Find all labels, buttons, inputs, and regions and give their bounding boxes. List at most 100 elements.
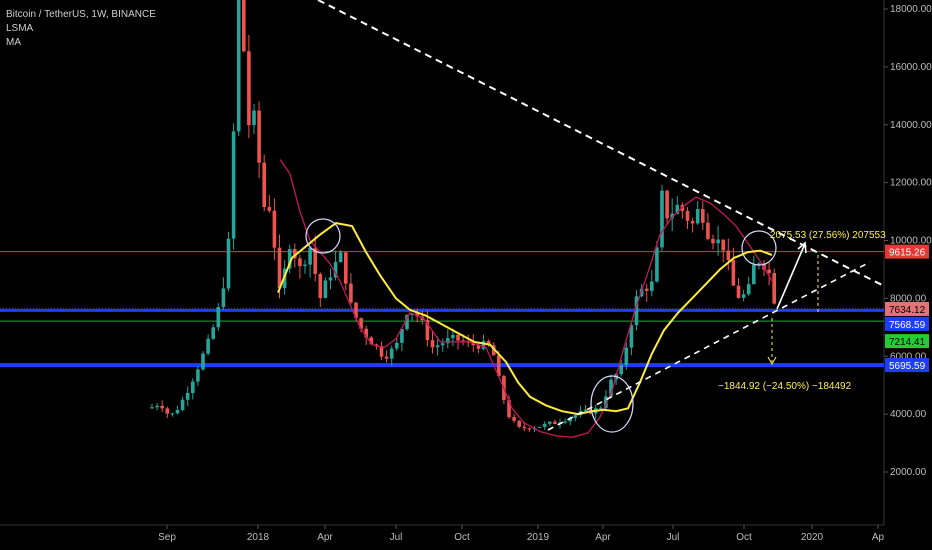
candle-body	[599, 407, 603, 409]
candle-body	[619, 365, 623, 374]
candle-body	[170, 413, 175, 415]
projection-arrow	[776, 245, 805, 310]
candle-body	[767, 269, 771, 274]
price-tag-bg	[885, 334, 929, 349]
candle-body	[160, 405, 164, 409]
candle-body	[701, 209, 705, 223]
candle-body	[655, 247, 659, 282]
candle-body	[185, 392, 190, 400]
candle-body	[379, 345, 384, 357]
candle-body	[736, 285, 741, 298]
candle-body	[400, 329, 404, 343]
candle-body	[624, 347, 629, 366]
candle-body	[527, 428, 532, 430]
candle-body	[298, 258, 302, 267]
x-tick-label: Jul	[390, 532, 403, 543]
candle-body	[425, 320, 430, 341]
symbol-title[interactable]: Bitcoin / TetherUS, 1W, BINANCE	[6, 9, 156, 20]
lsma-indicator-label[interactable]: LSMA	[6, 23, 34, 34]
candle-body	[262, 162, 266, 208]
candle-body	[604, 396, 608, 408]
price-tag-label: 7214.41	[889, 337, 926, 348]
measure-arrowhead	[767, 356, 777, 366]
price-tag-bg	[885, 301, 929, 316]
candle-body	[542, 423, 547, 427]
price-tag: 9615.26	[885, 244, 929, 259]
descending-trendline	[317, 0, 885, 287]
candle-body	[644, 288, 649, 291]
candle-body	[711, 238, 715, 244]
candle-body	[512, 417, 516, 421]
x-tick-label: Jul	[667, 532, 680, 543]
candle-body	[206, 338, 210, 354]
candle-body	[303, 264, 307, 267]
candle-body	[211, 327, 215, 339]
candle-body	[456, 334, 460, 341]
candle-body	[553, 421, 557, 424]
candle-body	[573, 415, 578, 418]
x-tick-label: Ap	[872, 532, 885, 543]
x-tick-label: 2019	[527, 532, 550, 543]
x-tick-label: Apr	[595, 532, 611, 543]
price-tag-label: 7634.12	[889, 305, 926, 316]
candle-body	[293, 249, 297, 259]
price-tag-bg	[885, 316, 929, 331]
candle-body	[364, 328, 368, 338]
ascending-trendline	[547, 261, 871, 431]
candle-body	[537, 426, 542, 428]
x-tick-label: Oct	[736, 532, 752, 543]
highlight-circle	[305, 218, 341, 254]
candle-body	[252, 110, 256, 126]
y-tick-label: 2000.00	[890, 467, 927, 478]
candle-body	[507, 400, 511, 418]
candle-body	[257, 110, 261, 163]
candle-body	[277, 247, 282, 289]
candle-body	[629, 325, 634, 348]
candle-body	[522, 426, 527, 429]
y-tick-label: 14000.00	[890, 120, 932, 131]
price-tag-bg	[885, 358, 929, 373]
candle-body	[196, 369, 200, 382]
candle-body	[354, 302, 358, 319]
chart-legend: Bitcoin / TetherUS, 1W, BINANCE LSMA MA	[6, 8, 156, 50]
candle-body	[272, 210, 277, 248]
candle-body	[165, 408, 170, 414]
candle-body	[650, 281, 654, 291]
candle-body	[486, 340, 491, 346]
price-tag-label: 5695.59	[889, 361, 926, 372]
candle-body	[481, 340, 486, 349]
candle-body	[236, 0, 241, 132]
candle-body	[328, 277, 333, 281]
candle-body	[226, 238, 231, 289]
y-tick-label: 12000.00	[890, 178, 932, 189]
y-tick-label: 18000.00	[890, 4, 932, 15]
candle-body	[323, 280, 328, 299]
candle-body	[721, 239, 725, 251]
candle-body	[746, 284, 751, 295]
price-tag: 7214.41	[885, 334, 929, 349]
ma-indicator-label[interactable]: MA	[6, 37, 21, 48]
x-tick-label: Apr	[317, 532, 333, 543]
ma-line	[277, 222, 773, 416]
candle-body	[752, 265, 756, 285]
candle-body	[716, 239, 720, 244]
candle-body	[175, 409, 180, 414]
price-tag: 7568.59	[885, 316, 929, 331]
candles	[150, 0, 776, 432]
candle-body	[415, 313, 419, 317]
measure-label-down: −1844.92 (−24.50%) −184492	[718, 381, 852, 392]
y-tick-label: 8000.00	[890, 293, 927, 304]
candle-body	[435, 345, 440, 348]
candle-body	[491, 345, 496, 356]
y-tick-label: 16000.00	[890, 62, 932, 73]
price-tag: 7634.12	[885, 301, 929, 316]
y-tick-label: 10000.00	[890, 236, 932, 247]
candle-body	[338, 252, 343, 263]
candle-body	[471, 342, 476, 346]
candle-body	[180, 399, 185, 410]
candle-body	[568, 417, 572, 422]
candle-body	[247, 51, 251, 126]
candle-body	[369, 337, 374, 345]
